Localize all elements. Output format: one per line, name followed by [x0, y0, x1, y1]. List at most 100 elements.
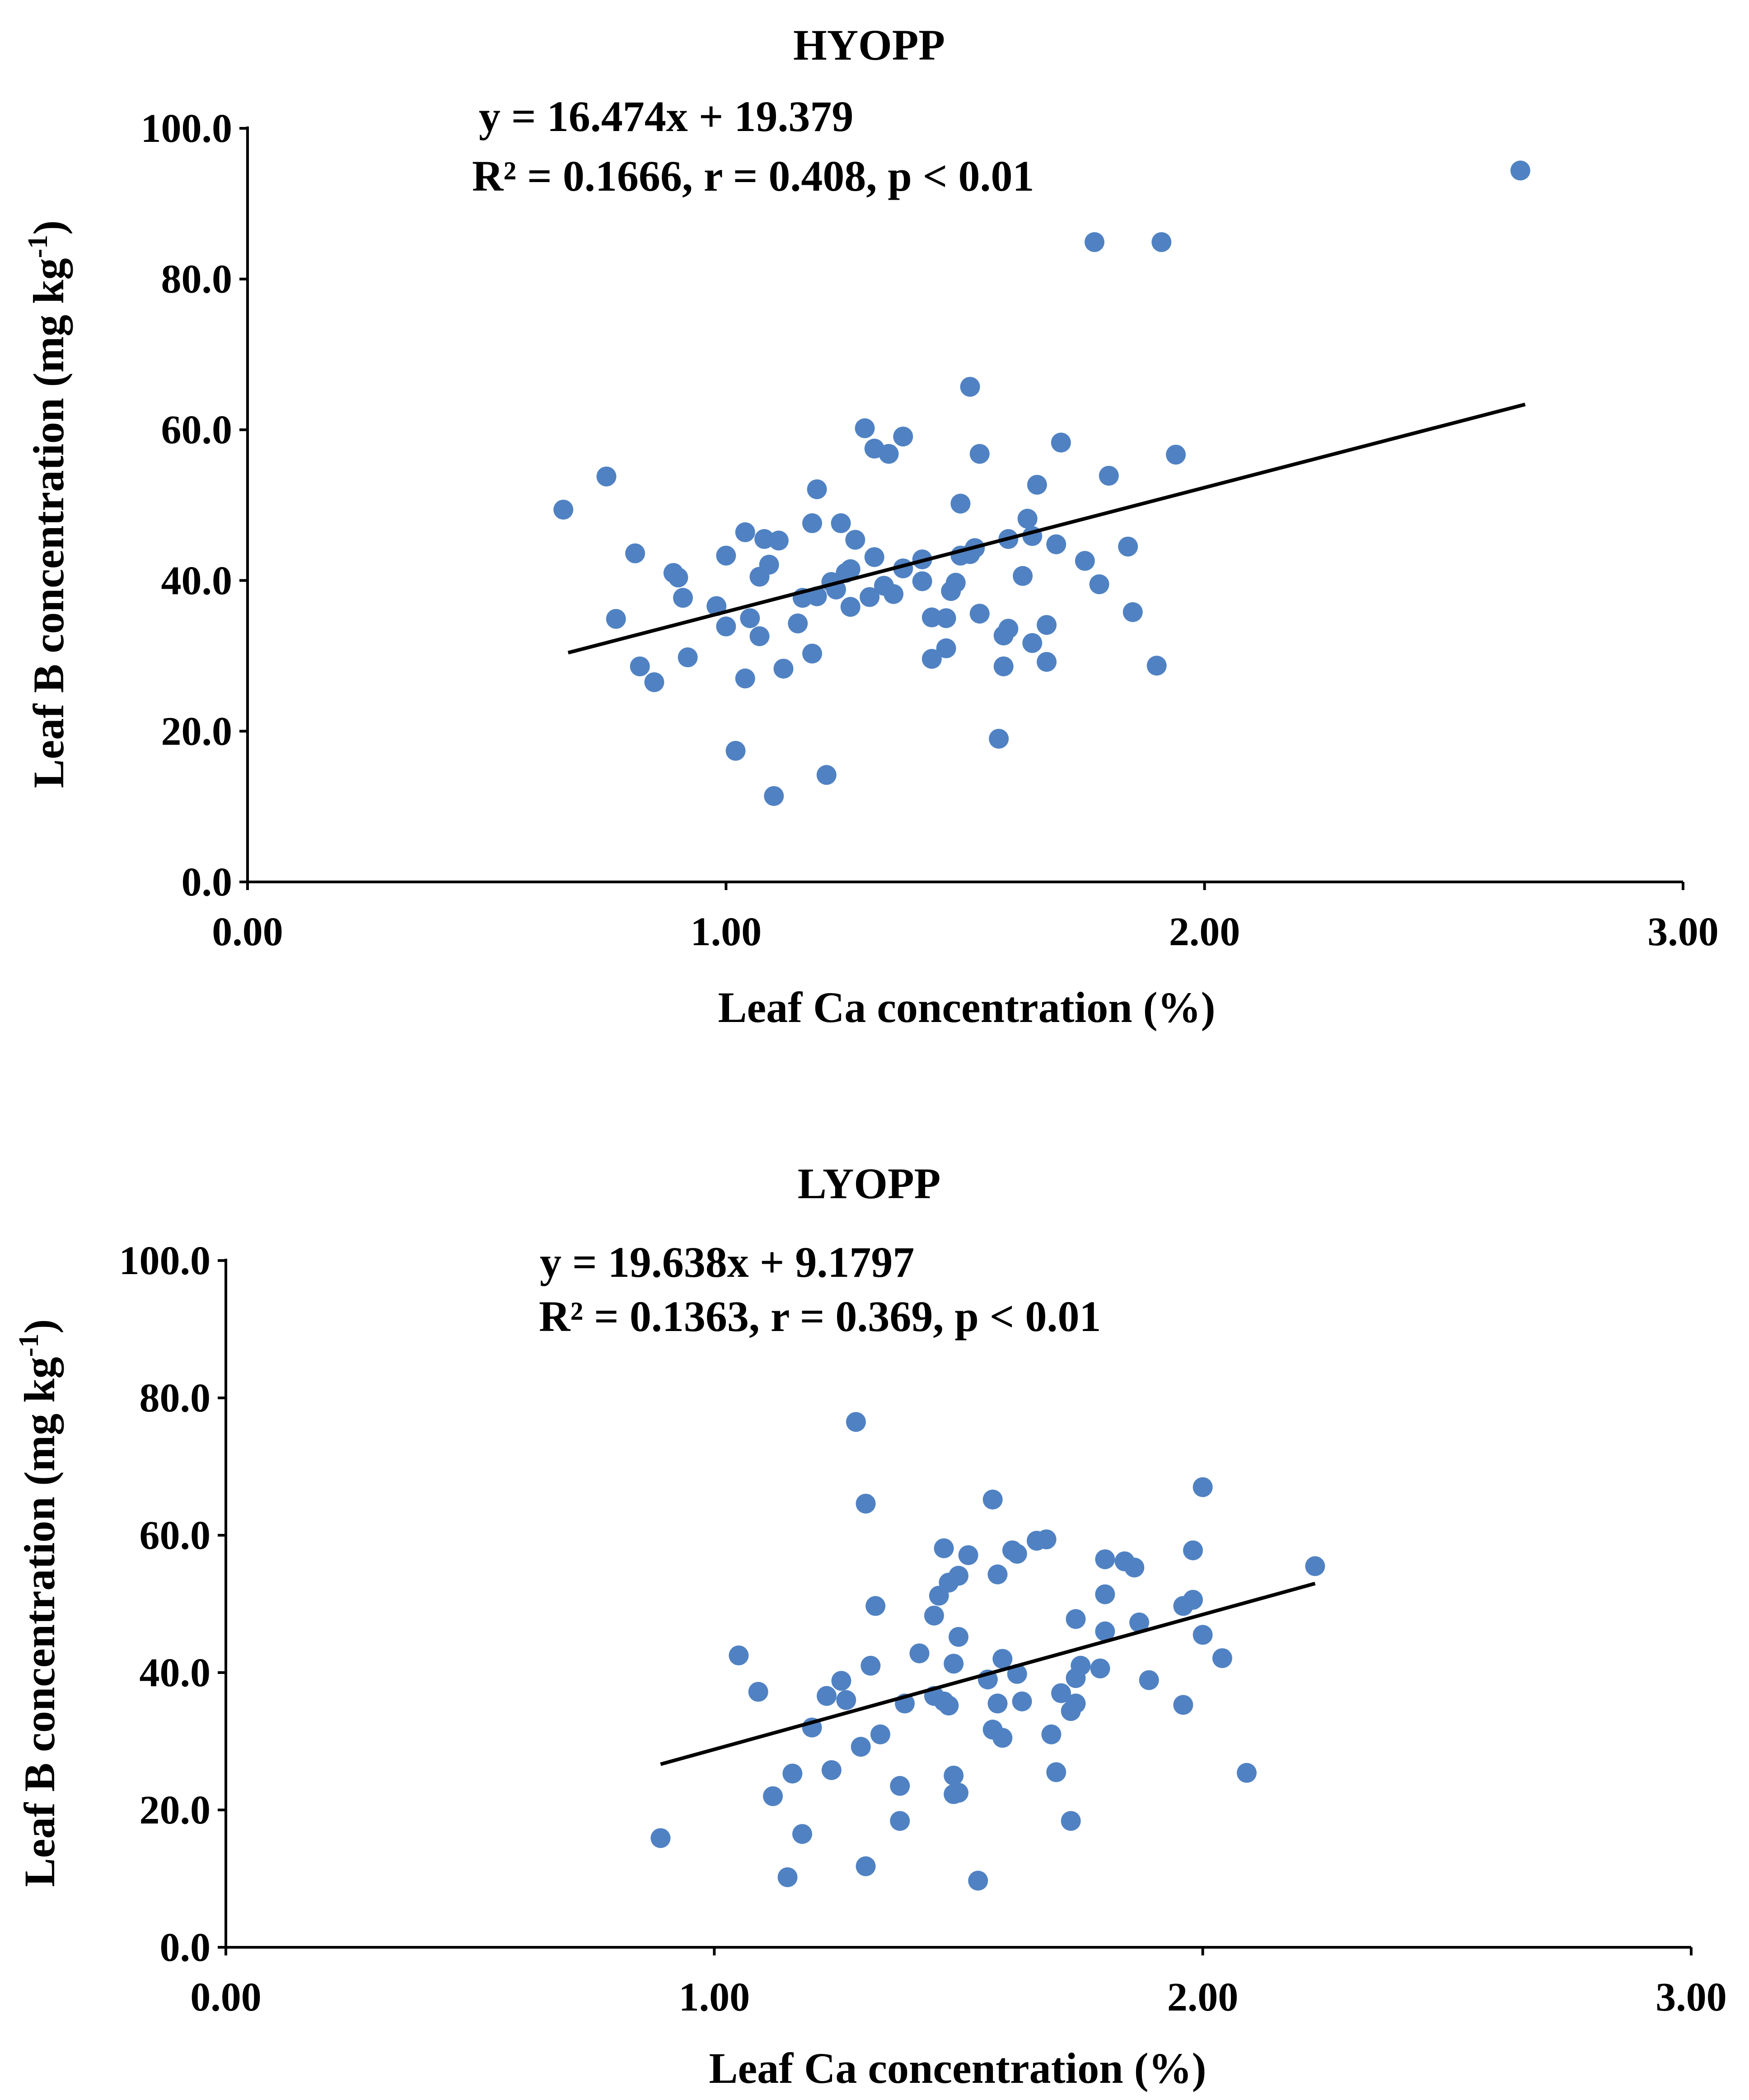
trendline — [660, 1581, 1316, 1766]
data-point — [836, 1690, 856, 1710]
data-point — [949, 1566, 968, 1586]
hyopp-panel: HYOPP y = 16.474x + 19.379 R² = 0.1666, … — [23, 21, 1719, 1031]
x-tick-label: 0.00 — [190, 1975, 262, 2020]
data-point — [1013, 566, 1033, 586]
y-tick-label: 40.0 — [140, 1650, 211, 1695]
data-point — [1146, 656, 1167, 676]
y-tick-label: 60.0 — [161, 408, 233, 452]
lyopp-panel: LYOPP y = 19.638x + 9.1797 R² = 0.1363, … — [14, 1159, 1727, 2092]
data-point — [1192, 1625, 1213, 1645]
data-point — [678, 647, 698, 667]
data-point — [831, 1671, 851, 1691]
data-point — [596, 466, 617, 487]
data-point — [879, 444, 899, 464]
data-point — [884, 584, 904, 604]
regression-stats: R² = 0.1363, r = 0.369, p < 0.01 — [539, 1292, 1101, 1341]
data-point — [630, 656, 650, 676]
data-point — [1151, 232, 1172, 252]
data-point — [1066, 1693, 1086, 1714]
x-tick-label: 0.00 — [212, 909, 283, 954]
x-tick-label: 2.00 — [1167, 1975, 1239, 2020]
data-point — [773, 658, 794, 679]
data-point — [845, 530, 865, 550]
data-point — [1012, 1691, 1032, 1711]
data-point — [754, 529, 775, 549]
data-point — [673, 588, 693, 608]
data-point — [1124, 1557, 1145, 1578]
y-tick-label: 60.0 — [140, 1513, 211, 1558]
y-axis-label: Leaf B concentration (mg kg-1) — [14, 1319, 64, 1887]
data-point — [792, 1824, 812, 1844]
x-ticks: 0.00 1.00 2.00 3.00 — [212, 882, 1719, 954]
data-point — [969, 444, 990, 464]
data-point — [1061, 1811, 1081, 1831]
y-axis-label-end: ) — [24, 220, 73, 235]
data-point — [890, 1776, 910, 1796]
data-point — [1305, 1556, 1325, 1576]
data-point — [1192, 1477, 1213, 1497]
data-point — [1089, 574, 1109, 595]
data-point — [840, 559, 860, 579]
data-point — [860, 1655, 881, 1676]
data-point — [865, 1596, 886, 1616]
data-point — [1046, 1762, 1066, 1782]
data-point — [821, 1760, 842, 1780]
data-point — [729, 1645, 749, 1665]
data-point — [807, 479, 827, 499]
chart-title: LYOPP — [798, 1159, 941, 1208]
data-point — [606, 609, 626, 629]
data-point — [1095, 1584, 1115, 1604]
data-point — [759, 554, 779, 575]
y-axis-label: Leaf B concentration (mg kg-1) — [23, 220, 73, 788]
data-point — [1122, 602, 1143, 622]
data-point — [831, 513, 851, 534]
data-point — [855, 418, 875, 438]
data-point — [1139, 1670, 1159, 1690]
data-point — [1090, 1658, 1110, 1678]
data-point — [982, 1489, 1003, 1509]
data-point — [944, 1766, 964, 1786]
data-point — [921, 607, 942, 628]
data-point — [782, 1763, 803, 1784]
data-point — [1051, 432, 1071, 453]
data-point — [1037, 652, 1057, 672]
data-point — [1027, 474, 1047, 495]
data-point — [777, 1867, 798, 1887]
data-point — [1183, 1589, 1203, 1610]
data-point — [992, 1728, 1013, 1748]
x-ticks: 0.00 1.00 2.00 3.00 — [190, 1947, 1727, 2020]
y-tick-label: 0.0 — [182, 860, 233, 905]
data-point — [817, 1686, 837, 1706]
data-point — [1173, 1695, 1193, 1715]
data-point — [1166, 445, 1186, 465]
data-point — [949, 1783, 968, 1803]
x-axis-label: Leaf Ca concentration (%) — [709, 2044, 1206, 2092]
y-tick-label: 20.0 — [140, 1788, 211, 1833]
regression-equation: y = 16.474x + 19.379 — [479, 92, 853, 141]
data-point — [1129, 1612, 1150, 1633]
x-tick-label: 1.00 — [679, 1975, 750, 2020]
data-point — [924, 1605, 944, 1626]
data-point — [945, 572, 966, 593]
y-axis-label-superscript: -1 — [14, 1334, 44, 1357]
data-point — [856, 1856, 876, 1876]
y-ticks: 0.0 20.0 40.0 60.0 80.0 100.0 — [141, 106, 248, 905]
data-point — [950, 493, 971, 514]
data-point — [748, 1682, 768, 1702]
y-ticks: 0.0 20.0 40.0 60.0 80.0 100.0 — [119, 1238, 226, 1970]
data-point — [763, 1786, 783, 1806]
data-point — [992, 1649, 1013, 1669]
x-axis-label: Leaf Ca concentration (%) — [718, 983, 1215, 1031]
data-point — [949, 1627, 968, 1647]
data-point — [735, 668, 755, 689]
data-point — [802, 513, 823, 534]
data-point — [802, 643, 823, 664]
y-tick-label: 20.0 — [161, 709, 233, 754]
data-point — [1095, 1549, 1115, 1570]
data-point — [1041, 1724, 1062, 1744]
data-point — [936, 638, 956, 658]
y-tick-label: 100.0 — [141, 106, 233, 151]
data-point — [840, 597, 860, 617]
data-point — [807, 586, 827, 606]
